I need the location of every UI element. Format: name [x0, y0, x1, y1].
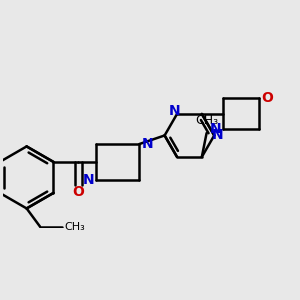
Text: O: O — [261, 92, 273, 106]
Text: CH₃: CH₃ — [195, 114, 218, 128]
Text: CH₃: CH₃ — [64, 222, 85, 232]
Text: O: O — [72, 185, 84, 199]
Text: N: N — [209, 122, 221, 136]
Text: N: N — [142, 137, 153, 151]
Text: N: N — [82, 173, 94, 187]
Text: N: N — [169, 103, 180, 118]
Text: N: N — [212, 128, 224, 142]
